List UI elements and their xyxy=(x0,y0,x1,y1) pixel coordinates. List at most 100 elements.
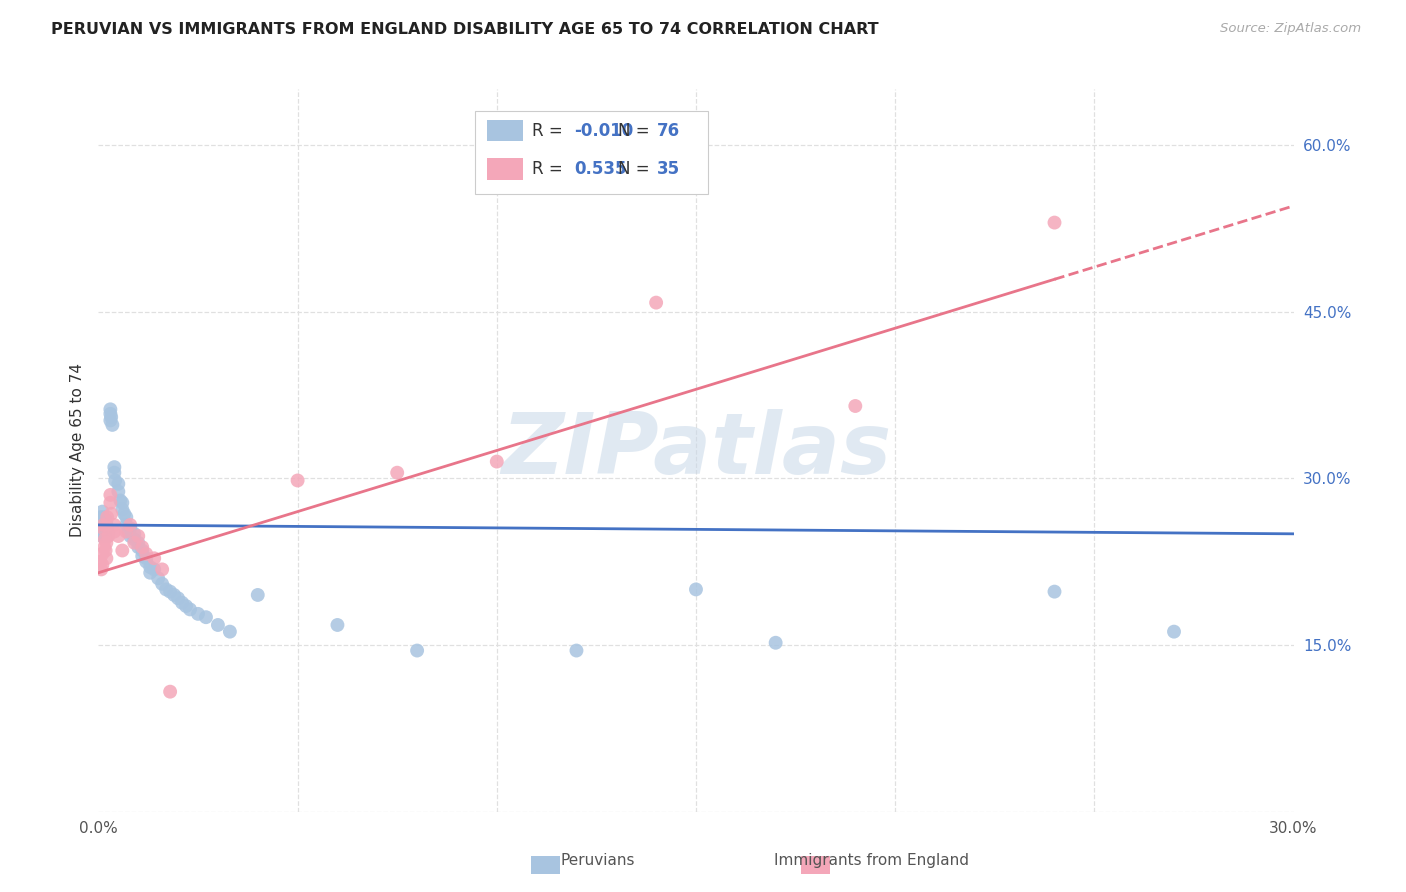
Point xyxy=(115,524,138,539)
Point xyxy=(115,510,138,524)
Point xyxy=(135,555,157,569)
Point xyxy=(179,602,201,616)
Point xyxy=(91,558,114,572)
Point xyxy=(96,524,118,539)
Text: R =: R = xyxy=(533,160,568,178)
Point xyxy=(107,529,129,543)
Point xyxy=(159,684,181,698)
Text: 35: 35 xyxy=(657,160,679,178)
Point xyxy=(219,624,242,639)
Point xyxy=(127,535,149,549)
Point xyxy=(135,551,157,566)
Point xyxy=(98,407,122,421)
Text: Peruvians: Peruvians xyxy=(561,854,634,868)
Point xyxy=(90,516,112,530)
Point xyxy=(1043,584,1066,599)
Point xyxy=(96,517,118,532)
Point xyxy=(163,588,186,602)
Point xyxy=(207,618,229,632)
Point xyxy=(91,516,114,530)
Bar xyxy=(486,158,523,179)
Point xyxy=(93,540,115,554)
Text: -0.010: -0.010 xyxy=(574,122,633,140)
Point xyxy=(1043,216,1066,230)
Point xyxy=(112,507,135,521)
Point xyxy=(174,599,197,613)
Point xyxy=(91,547,114,561)
Point xyxy=(94,517,117,532)
Point xyxy=(97,529,120,543)
Point xyxy=(187,607,209,621)
Point xyxy=(97,526,120,541)
Text: N =: N = xyxy=(619,122,655,140)
Point xyxy=(143,562,166,576)
Point xyxy=(98,496,122,510)
Point xyxy=(385,466,409,480)
Point xyxy=(131,549,153,563)
Point xyxy=(91,529,114,543)
Point xyxy=(96,529,118,543)
Point xyxy=(93,510,115,524)
Point xyxy=(94,543,117,558)
Point xyxy=(124,526,146,541)
Point xyxy=(120,517,142,532)
Point xyxy=(685,582,707,597)
Point xyxy=(96,535,118,549)
Point xyxy=(89,510,111,524)
Point xyxy=(91,517,114,532)
Point xyxy=(287,474,309,488)
Point xyxy=(94,524,117,539)
Point xyxy=(155,582,177,597)
Point xyxy=(195,610,218,624)
Point xyxy=(96,510,118,524)
Point xyxy=(135,547,157,561)
Point xyxy=(89,517,111,532)
Point xyxy=(93,529,115,543)
Point xyxy=(98,488,122,502)
Bar xyxy=(486,120,523,141)
Point xyxy=(131,540,153,554)
Point xyxy=(326,618,349,632)
Point xyxy=(107,476,129,491)
Point xyxy=(103,466,125,480)
Point xyxy=(143,551,166,566)
Text: PERUVIAN VS IMMIGRANTS FROM ENGLAND DISABILITY AGE 65 TO 74 CORRELATION CHART: PERUVIAN VS IMMIGRANTS FROM ENGLAND DISA… xyxy=(51,22,879,37)
Point xyxy=(150,562,173,576)
Point xyxy=(111,502,134,516)
Point xyxy=(93,516,115,530)
Point xyxy=(485,454,508,468)
Point xyxy=(103,524,125,539)
Point xyxy=(91,521,114,535)
Point xyxy=(139,566,162,580)
Point xyxy=(96,514,118,528)
Point xyxy=(117,524,139,539)
Text: Source: ZipAtlas.com: Source: ZipAtlas.com xyxy=(1220,22,1361,36)
Text: 76: 76 xyxy=(657,122,679,140)
Point xyxy=(100,507,122,521)
Point xyxy=(246,588,269,602)
Point xyxy=(150,577,173,591)
Point xyxy=(90,562,112,576)
Point xyxy=(98,413,122,427)
FancyBboxPatch shape xyxy=(475,111,709,194)
Point xyxy=(127,540,149,554)
Point xyxy=(100,410,122,425)
Point xyxy=(115,517,138,532)
Text: N =: N = xyxy=(619,160,655,178)
Point xyxy=(645,295,668,310)
Point xyxy=(93,517,115,532)
Text: R =: R = xyxy=(533,122,568,140)
Point xyxy=(124,535,146,549)
Point xyxy=(104,474,127,488)
Point xyxy=(120,521,142,535)
Point xyxy=(159,584,181,599)
Text: 0.535: 0.535 xyxy=(574,160,627,178)
Point xyxy=(93,521,115,535)
Point xyxy=(90,521,112,535)
Point xyxy=(98,402,122,417)
Point xyxy=(111,543,134,558)
Point xyxy=(101,417,124,432)
Point xyxy=(94,533,117,547)
Point xyxy=(103,517,125,532)
Point xyxy=(89,555,111,569)
